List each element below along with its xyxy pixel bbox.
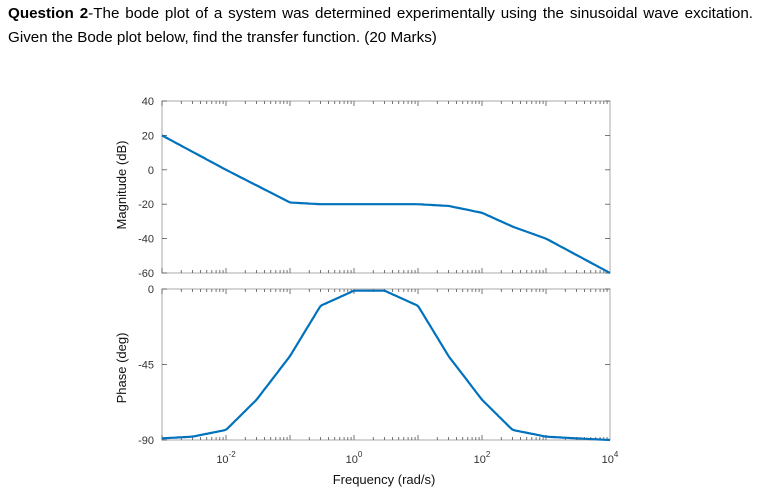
x-tick-label: 100 <box>346 450 363 466</box>
frequency-axis-label: Frequency (rad/s) <box>333 472 436 487</box>
y-tick-label: -60 <box>138 268 154 280</box>
y-tick-label: -40 <box>138 234 154 246</box>
magnitude-frame <box>161 100 611 274</box>
phase-curve <box>161 289 611 442</box>
y-tick-label: -45 <box>138 360 154 372</box>
y-tick-label: 40 <box>142 96 154 108</box>
y-tick-label: 0 <box>148 284 154 296</box>
question-body: -The bode plot of a system was determine… <box>8 5 754 46</box>
y-tick-label: 20 <box>142 130 154 142</box>
x-tick-label: 102 <box>474 450 491 466</box>
x-tick-label: 104 <box>602 450 619 466</box>
question-label: Question 2 <box>8 5 89 22</box>
magnitude-curve <box>161 134 611 274</box>
magnitude-axis-label: Magnitude (dB) <box>114 141 129 230</box>
y-tick-label: -20 <box>138 199 154 211</box>
y-tick-label: -90 <box>138 435 154 447</box>
phase-plot: 0 -45 -90 10-2 100 102 104 <box>138 284 619 466</box>
y-tick-label: 0 <box>148 165 154 177</box>
phase-frame <box>161 288 611 441</box>
phase-axis-label: Phase (deg) <box>114 333 129 404</box>
question-text: Question 2-The bode plot of a system was… <box>8 2 753 50</box>
x-tick-label: 10-2 <box>216 450 236 466</box>
magnitude-plot: 40 20 0 -20 -40 -60 <box>138 96 611 280</box>
